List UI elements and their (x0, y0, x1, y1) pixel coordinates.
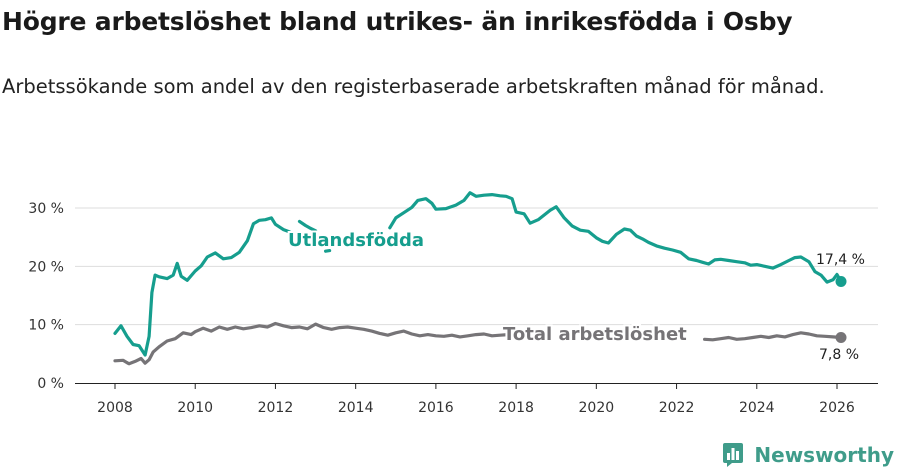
end-value-utlandsfodda: 17,4 % (816, 252, 865, 268)
y-tick-label: 30 % (28, 201, 64, 217)
y-tick-label: 0 % (37, 376, 64, 392)
series-group (113, 191, 847, 366)
chart-subtitle: Arbetssökande som andel av den registerb… (2, 75, 825, 98)
series-label-utlandsfodda: Utlandsfödda (288, 230, 424, 251)
y-axis: 0 % 10 % 20 % 30 % (28, 201, 64, 392)
x-axis: 2008 2010 2012 2014 2016 2018 2020 2022 2024 2026 (75, 383, 878, 416)
x-tick-label: 2008 (97, 400, 133, 416)
x-tick-label: 2012 (258, 400, 294, 416)
series-line-total (113, 321, 843, 366)
x-tick-label: 2018 (498, 400, 534, 416)
end-point-total (835, 332, 847, 343)
x-tick-label: 2022 (659, 400, 695, 416)
end-point-utlandsfodda (835, 276, 847, 287)
brand-name: Newsworthy (754, 443, 894, 467)
end-value-total: 7,8 % (819, 347, 859, 363)
newsworthy-logo-icon (723, 443, 744, 467)
x-tick-label: 2024 (739, 400, 775, 416)
newsworthy-logo: Newsworthy (722, 442, 894, 468)
y-tick-label: 20 % (28, 259, 64, 275)
x-tick-label: 2016 (418, 400, 454, 416)
chart-title: Högre arbetslöshet bland utrikes- än inr… (2, 7, 793, 36)
series-label-total: Total arbetslöshet (503, 324, 687, 345)
x-tick-label: 2020 (579, 400, 615, 416)
series-line-utlandsfodda (113, 191, 843, 357)
series-labels: Utlandsfödda Total arbetslöshet 17,4 % 7… (286, 228, 865, 363)
x-tick-label: 2014 (338, 400, 374, 416)
x-tick-label: 2010 (177, 400, 213, 416)
grid-lines (75, 207, 878, 326)
x-tick-label: 2026 (819, 400, 855, 416)
y-tick-label: 10 % (28, 318, 64, 334)
